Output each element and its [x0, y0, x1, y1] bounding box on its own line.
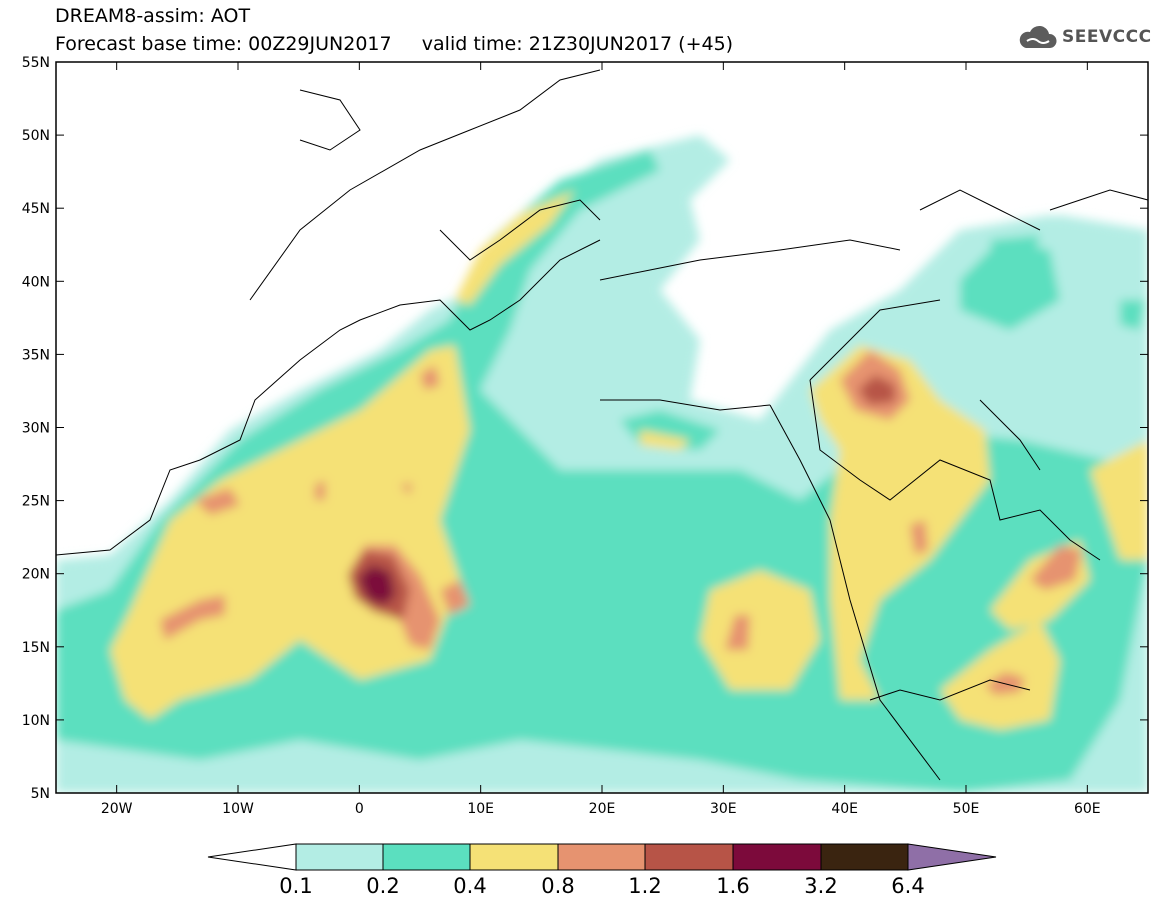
- lon-label: 40E: [831, 801, 858, 817]
- aot-level-6: [358, 565, 395, 605]
- map-subtitle: Forecast base time: 00Z29JUN2017 valid t…: [55, 33, 734, 55]
- latitude-labels: 55N 50N 45N 40N 35N 30N 25N 20N 15N 10N 5N: [22, 55, 50, 802]
- axis-ticks: [56, 61, 1148, 794]
- colorbar-label: 0.8: [541, 874, 574, 898]
- colorbar: 0.1 0.2 0.4 0.8 1.2 1.6 3.2 6.4: [207, 843, 997, 898]
- lat-label: 35N: [22, 347, 50, 363]
- lon-label: 30E: [710, 801, 737, 817]
- cloud-logo-icon: [1019, 25, 1057, 48]
- colorbar-label: 0.2: [366, 874, 399, 898]
- lon-label: 10W: [222, 801, 254, 817]
- lat-label: 30N: [22, 421, 50, 437]
- longitude-labels: 20W 10W 0 10E 20E 30E 40E 50E 60E: [101, 801, 1101, 817]
- colorbar-bin-3: [469, 843, 559, 871]
- map-title: DREAM8-assim: AOT: [55, 5, 251, 27]
- colorbar-bin-4: [557, 843, 646, 871]
- colorbar-label: 3.2: [804, 874, 837, 898]
- lat-label: 25N: [22, 494, 50, 510]
- colorbar-bin-7: [820, 843, 909, 871]
- colorbar-below-triangle: [207, 843, 297, 871]
- lon-label: 10E: [467, 801, 494, 817]
- lon-label: 60E: [1074, 801, 1101, 817]
- colorbar-labels: 0.1 0.2 0.4 0.8 1.2 1.6 3.2 6.4: [279, 874, 924, 898]
- aot-field: [56, 62, 1148, 793]
- lat-label: 10N: [22, 713, 50, 729]
- lat-label: 50N: [22, 128, 50, 144]
- colorbar-above-triangle: [907, 843, 997, 871]
- lon-label: 20E: [589, 801, 616, 817]
- lat-label: 15N: [22, 640, 50, 656]
- colorbar-bin-5: [644, 843, 734, 871]
- lat-label: 40N: [22, 274, 50, 290]
- colorbar-bin-2: [382, 843, 471, 871]
- aot-level-3: [110, 190, 1148, 730]
- coastlines: [56, 69, 1148, 781]
- colorbar-bin-1: [295, 843, 384, 871]
- lat-label: 20N: [22, 567, 50, 583]
- colorbar-bin-6: [732, 843, 822, 871]
- lon-label: 50E: [953, 801, 980, 817]
- colorbar-label: 0.1: [279, 874, 312, 898]
- lon-label: 20W: [101, 801, 133, 817]
- lon-label: 0: [355, 801, 364, 817]
- colorbar-label: 6.4: [891, 874, 924, 898]
- lat-label: 45N: [22, 201, 50, 217]
- colorbar-label: 1.6: [716, 874, 749, 898]
- logo-text: SEEVCCC: [1062, 27, 1152, 47]
- colorbar-label: 0.4: [453, 874, 486, 898]
- lat-label: 55N: [22, 55, 50, 71]
- seevccc-logo: SEEVCCC: [1018, 24, 1152, 50]
- lat-label: 5N: [31, 786, 50, 802]
- colorbar-label: 1.2: [628, 874, 661, 898]
